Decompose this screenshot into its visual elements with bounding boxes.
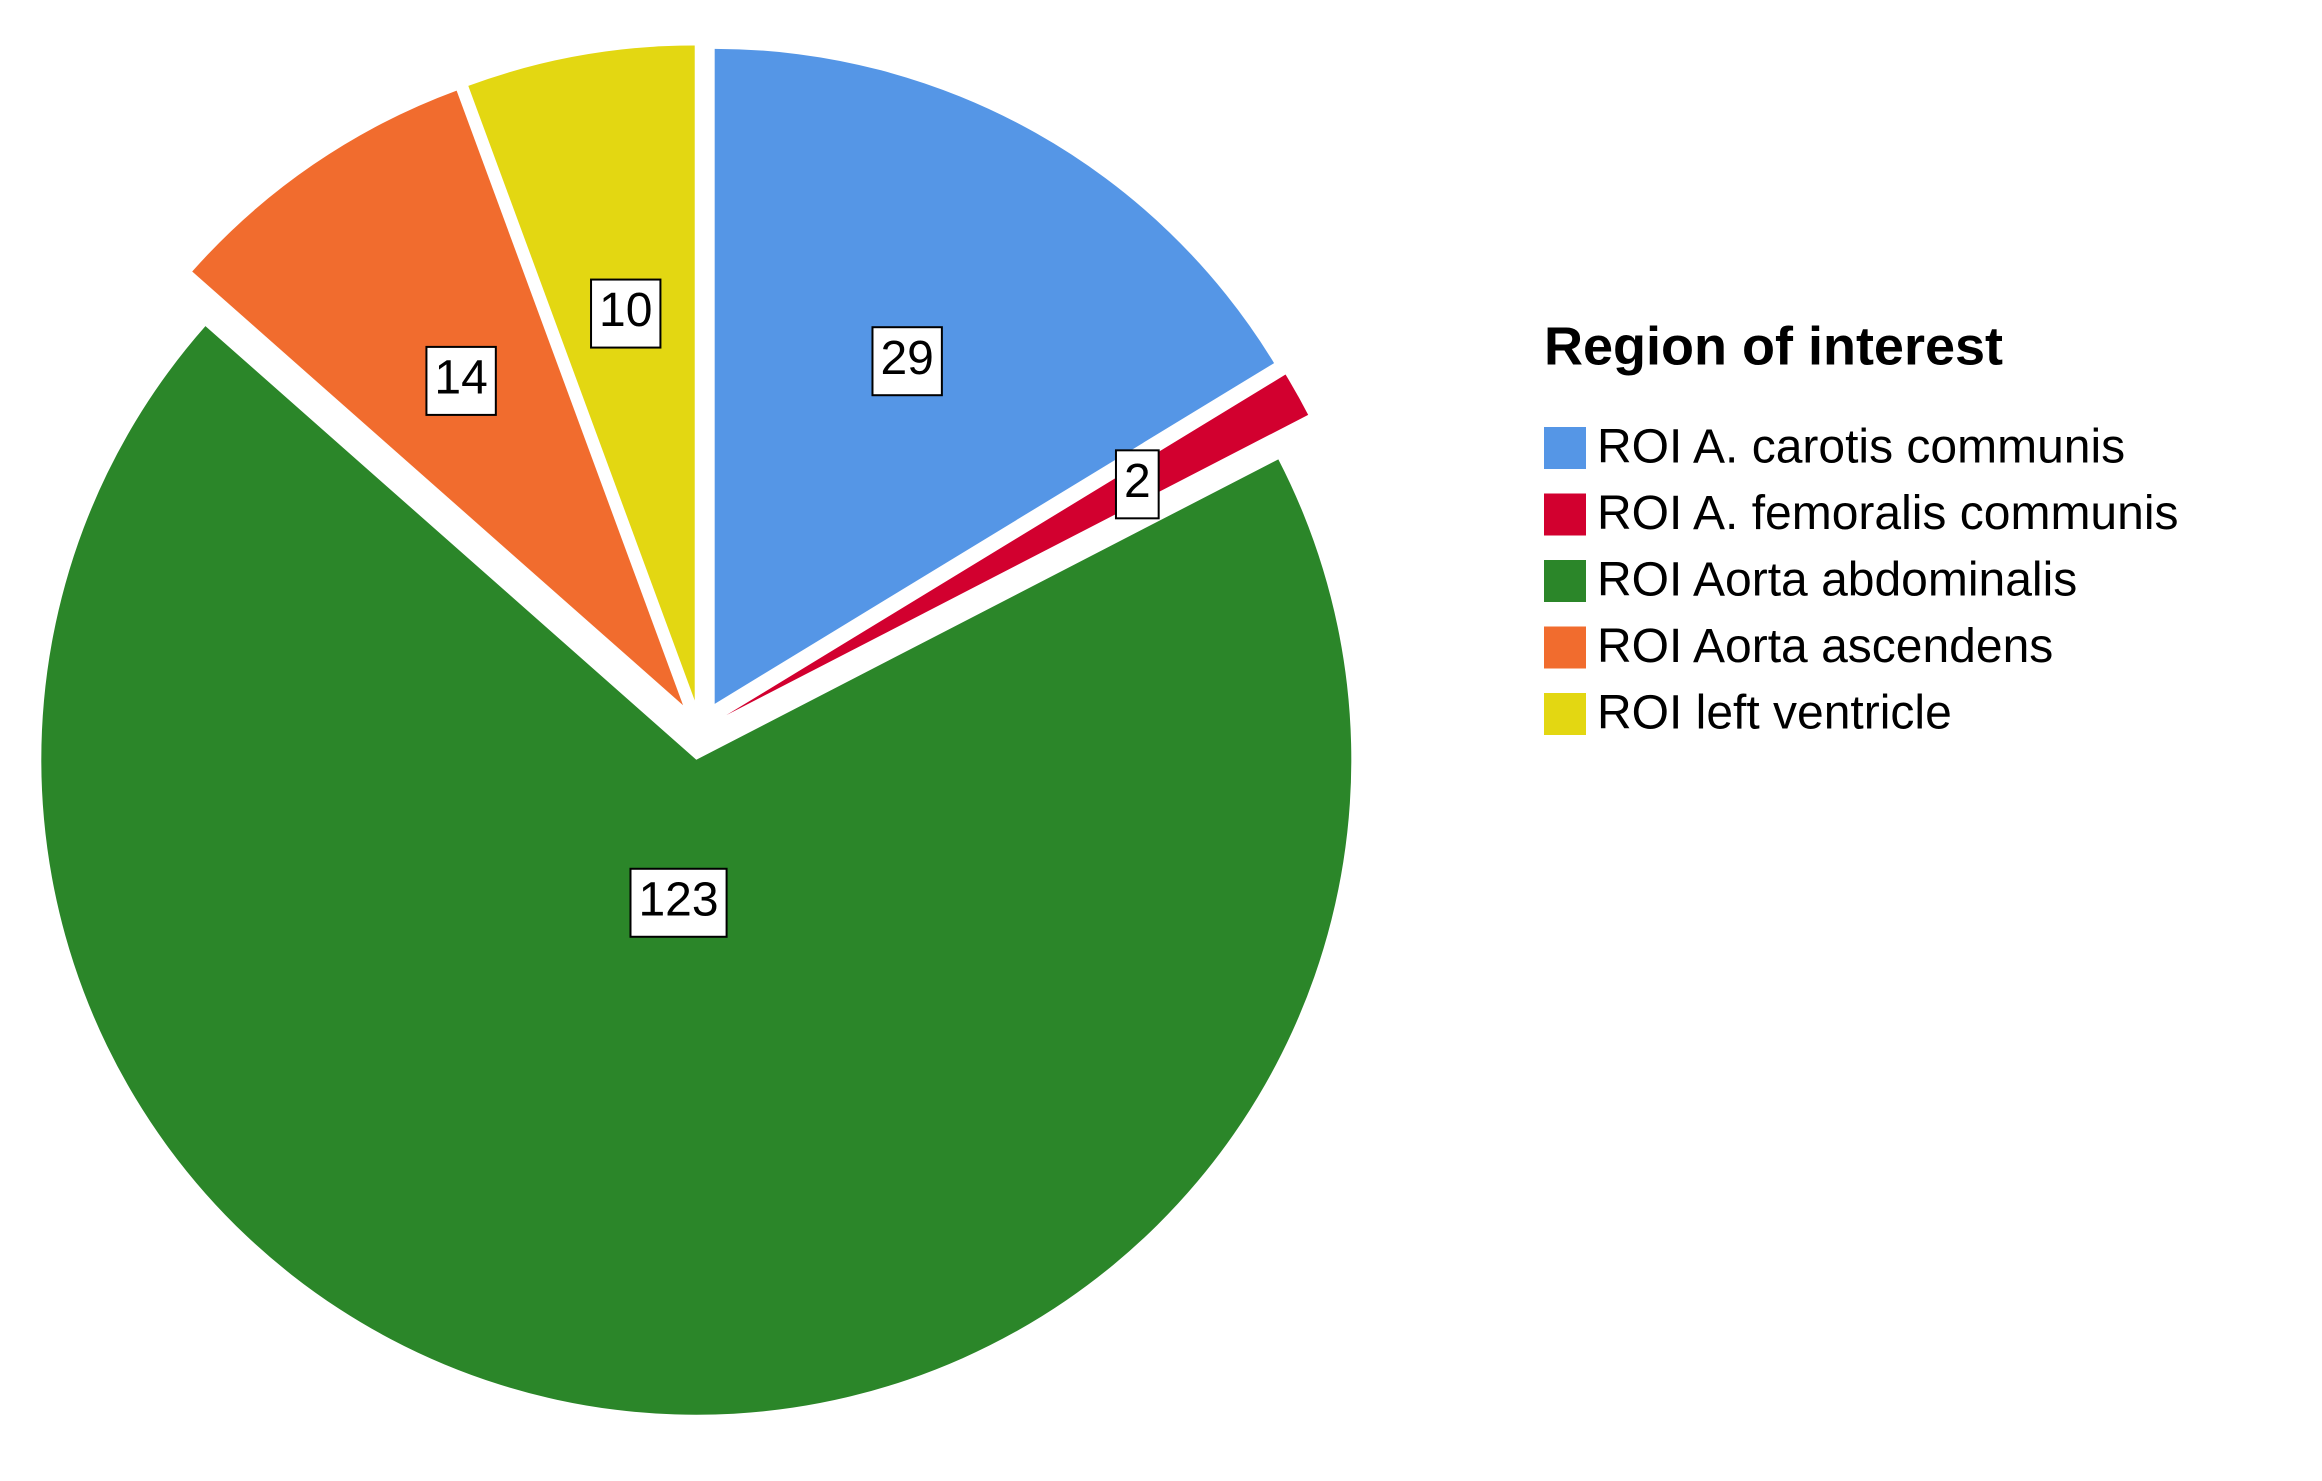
legend-swatch [1544,626,1586,669]
data-label-group: 14 [425,345,497,416]
data-label: 10 [599,284,652,337]
pie-slice [468,45,695,701]
legend-swatch [1544,493,1586,536]
data-label: 29 [880,332,933,385]
data-label-group: 2 [1114,449,1160,520]
legend-label: ROI A. femoralis communis [1597,487,2178,540]
legend-label: ROI left ventricle [1597,687,1952,740]
data-label-box [1114,449,1160,520]
legend-label: ROI Aorta abdominalis [1597,554,2077,607]
legend-label: ROI A. carotis communis [1597,421,2125,474]
data-label-group: 123 [629,867,728,938]
data-label: 2 [1124,455,1151,508]
data-label-box [425,345,497,416]
legend-title: Region of interest [1544,316,2003,376]
data-label-box [871,326,943,397]
data-label-box [590,278,662,349]
data-label: 14 [434,352,487,405]
pie-slice [726,374,1309,716]
data-label: 123 [638,873,718,926]
legend-swatch [1544,693,1586,735]
data-label-group: 10 [590,278,662,349]
legend-swatch [1544,427,1586,469]
data-label-group: 29 [871,326,943,397]
legend-label: ROI Aorta ascendens [1597,620,2053,673]
data-label-box [629,867,728,938]
legend-swatch [1544,560,1586,602]
pie-slice [714,48,1275,704]
